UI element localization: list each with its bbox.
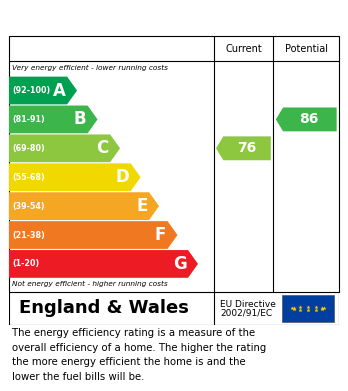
Text: 76: 76 — [237, 141, 256, 155]
Text: Potential: Potential — [285, 43, 328, 54]
Polygon shape — [276, 108, 337, 131]
Text: The energy efficiency rating is a measure of the
overall efficiency of a home. T: The energy efficiency rating is a measur… — [12, 328, 266, 382]
Polygon shape — [9, 221, 177, 249]
Text: E: E — [136, 197, 148, 215]
Text: (1-20): (1-20) — [13, 260, 40, 269]
Text: 2002/91/EC: 2002/91/EC — [220, 309, 272, 318]
Text: (55-68): (55-68) — [13, 173, 46, 182]
Text: Not energy efficient - higher running costs: Not energy efficient - higher running co… — [12, 281, 168, 287]
Text: (69-80): (69-80) — [13, 144, 46, 153]
Bar — [282, 295, 334, 322]
Text: England & Wales: England & Wales — [19, 300, 189, 317]
Polygon shape — [9, 250, 198, 278]
Text: Current: Current — [225, 43, 262, 54]
Text: G: G — [173, 255, 187, 273]
Text: F: F — [155, 226, 166, 244]
Polygon shape — [9, 192, 159, 220]
Text: Very energy efficient - lower running costs: Very energy efficient - lower running co… — [12, 65, 168, 71]
Polygon shape — [9, 106, 97, 133]
Polygon shape — [9, 77, 77, 104]
Polygon shape — [9, 163, 141, 191]
Text: D: D — [115, 168, 129, 186]
Text: 86: 86 — [300, 113, 319, 126]
Text: (81-91): (81-91) — [13, 115, 46, 124]
Polygon shape — [9, 135, 120, 162]
Text: B: B — [73, 110, 86, 128]
Text: (39-54): (39-54) — [13, 202, 45, 211]
Text: EU Directive: EU Directive — [220, 300, 276, 309]
Text: Energy Efficiency Rating: Energy Efficiency Rating — [10, 9, 251, 27]
Text: (21-38): (21-38) — [13, 231, 46, 240]
Polygon shape — [216, 136, 271, 160]
Text: A: A — [53, 81, 65, 100]
Text: C: C — [96, 139, 109, 157]
Text: (92-100): (92-100) — [13, 86, 51, 95]
